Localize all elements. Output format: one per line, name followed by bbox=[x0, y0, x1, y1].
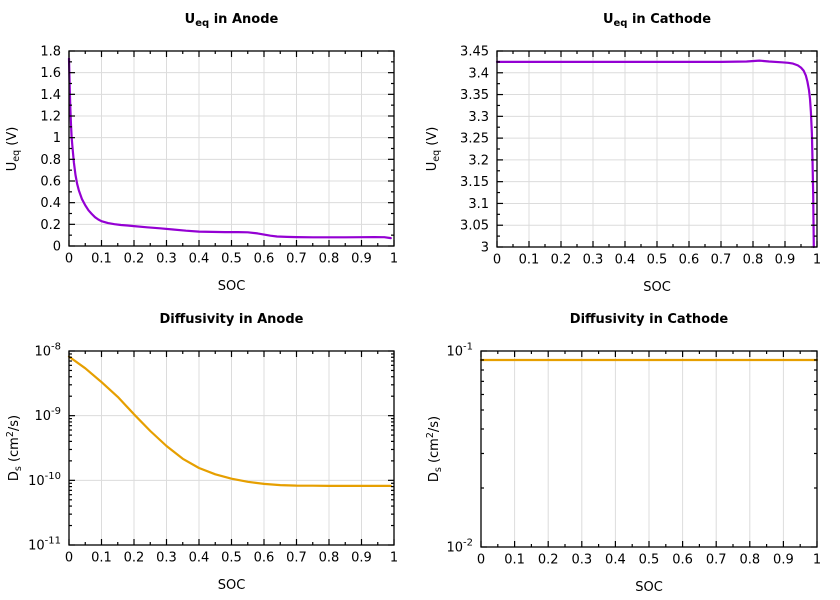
x-axis-label-diffusivity-cathode: SOC bbox=[635, 580, 663, 595]
y-axis-label-ueq-cathode: Ueq (V) bbox=[425, 126, 442, 172]
svg-text:0.5: 0.5 bbox=[639, 553, 660, 568]
svg-text:0.5: 0.5 bbox=[647, 253, 668, 268]
subplot-ueq-anode: 0 0.1 0.2 0.3 0.4 0.5 0.6 0.7 0.8 0.9 1 0 0.2 0.4 0.6 0… bbox=[0, 0, 420, 300]
svg-text:0.3: 0.3 bbox=[571, 553, 592, 568]
svg-text:0.4: 0.4 bbox=[615, 253, 636, 268]
plot-area-diffusivity-anode: 0 0.1 0.2 0.3 0.4 0.5 0.6 0.7 0.8 0.9 1 10-8 10-9 10-… bbox=[28, 342, 398, 566]
svg-text:10-1: 10-1 bbox=[446, 342, 473, 360]
svg-text:0.8: 0.8 bbox=[743, 253, 764, 268]
svg-text:1.4: 1.4 bbox=[40, 88, 61, 103]
chart-title-diffusivity-cathode: Diffusivity in Cathode bbox=[569, 312, 729, 327]
svg-text:0.6: 0.6 bbox=[254, 551, 275, 566]
svg-text:0.8: 0.8 bbox=[739, 553, 760, 568]
svg-text:1: 1 bbox=[390, 551, 398, 566]
svg-text:1.8: 1.8 bbox=[40, 45, 61, 60]
svg-text:0.9: 0.9 bbox=[351, 252, 372, 267]
svg-text:0.6: 0.6 bbox=[672, 553, 693, 568]
svg-text:0.2: 0.2 bbox=[124, 252, 145, 267]
subplot-diffusivity-anode: 0 0.1 0.2 0.3 0.4 0.5 0.6 0.7 0.8 0.9 1 10-8 10-9 10-… bbox=[0, 300, 420, 600]
x-axis-label-diffusivity-anode: SOC bbox=[217, 578, 246, 593]
svg-text:3.45: 3.45 bbox=[460, 45, 489, 60]
svg-text:0.4: 0.4 bbox=[605, 553, 626, 568]
svg-text:0.7: 0.7 bbox=[706, 553, 727, 568]
svg-text:0.3: 0.3 bbox=[583, 253, 604, 268]
svg-text:0.2: 0.2 bbox=[551, 253, 572, 268]
svg-text:0.9: 0.9 bbox=[351, 551, 372, 566]
chart-title-ueq-anode: Ueq in Anode bbox=[184, 12, 279, 29]
svg-text:0.7: 0.7 bbox=[286, 551, 307, 566]
svg-text:0.3: 0.3 bbox=[156, 551, 177, 566]
svg-text:3.25: 3.25 bbox=[460, 132, 489, 147]
svg-text:0.8: 0.8 bbox=[40, 153, 61, 168]
svg-text:1: 1 bbox=[813, 253, 821, 268]
svg-text:0.4: 0.4 bbox=[189, 551, 210, 566]
svg-text:0.1: 0.1 bbox=[504, 553, 525, 568]
svg-text:1: 1 bbox=[813, 553, 821, 568]
svg-text:0: 0 bbox=[477, 553, 485, 568]
svg-text:0.2: 0.2 bbox=[40, 218, 61, 233]
svg-text:1.2: 1.2 bbox=[40, 110, 61, 125]
svg-text:0.9: 0.9 bbox=[773, 553, 794, 568]
svg-text:3.05: 3.05 bbox=[460, 219, 489, 234]
y-axis-label-diffusivity-anode: Ds (cm2/s) bbox=[5, 414, 24, 482]
subplot-ueq-cathode: 0 0.1 0.2 0.3 0.4 0.5 0.6 0.7 0.8 0.9 1 3 3.05 3.1 3.1… bbox=[420, 0, 840, 300]
svg-text:0.7: 0.7 bbox=[711, 253, 732, 268]
y-axis-label-ueq-anode: Ueq (V) bbox=[5, 126, 22, 171]
svg-text:3: 3 bbox=[481, 241, 489, 256]
svg-text:0.1: 0.1 bbox=[91, 252, 112, 267]
svg-text:1: 1 bbox=[53, 131, 61, 146]
svg-text:3.15: 3.15 bbox=[460, 175, 489, 190]
subplot-diffusivity-cathode: 0 0.1 0.2 0.3 0.4 0.5 0.6 0.7 0.8 0.9 1 10-1 10-2 Di… bbox=[420, 300, 840, 600]
svg-text:10-11: 10-11 bbox=[28, 536, 61, 554]
svg-text:3.1: 3.1 bbox=[468, 197, 489, 212]
plot-area-diffusivity-cathode: 0 0.1 0.2 0.3 0.4 0.5 0.6 0.7 0.8 0.9 1 10-1 10-2 bbox=[446, 342, 821, 568]
svg-text:0.5: 0.5 bbox=[221, 551, 242, 566]
svg-text:10-2: 10-2 bbox=[446, 538, 473, 556]
svg-text:10-8: 10-8 bbox=[34, 342, 61, 360]
svg-text:0.1: 0.1 bbox=[91, 551, 112, 566]
svg-text:0.6: 0.6 bbox=[40, 175, 61, 190]
svg-text:0.7: 0.7 bbox=[286, 252, 307, 267]
chart-title-diffusivity-anode: Diffusivity in Anode bbox=[159, 312, 304, 327]
svg-text:1: 1 bbox=[390, 252, 398, 267]
svg-text:0.8: 0.8 bbox=[319, 252, 340, 267]
svg-text:3.2: 3.2 bbox=[468, 153, 489, 168]
svg-text:0.8: 0.8 bbox=[319, 551, 340, 566]
plot-area-ueq-cathode: 0 0.1 0.2 0.3 0.4 0.5 0.6 0.7 0.8 0.9 1 3 3.05 3.1 3.1… bbox=[460, 45, 821, 268]
svg-text:0.2: 0.2 bbox=[124, 551, 145, 566]
svg-text:0: 0 bbox=[53, 240, 61, 255]
svg-text:3.3: 3.3 bbox=[468, 110, 489, 125]
svg-text:0.5: 0.5 bbox=[221, 252, 242, 267]
svg-text:0.3: 0.3 bbox=[156, 252, 177, 267]
svg-text:0.4: 0.4 bbox=[189, 252, 210, 267]
svg-text:0.6: 0.6 bbox=[679, 253, 700, 268]
svg-text:1.6: 1.6 bbox=[40, 66, 61, 81]
svg-text:0.6: 0.6 bbox=[254, 252, 275, 267]
svg-text:3.4: 3.4 bbox=[468, 66, 489, 81]
svg-text:10-10: 10-10 bbox=[28, 471, 61, 489]
svg-text:0: 0 bbox=[493, 253, 501, 268]
svg-text:0: 0 bbox=[65, 252, 73, 267]
x-axis-label-ueq-cathode: SOC bbox=[643, 280, 671, 295]
chart-title-ueq-cathode: Ueq in Cathode bbox=[602, 12, 712, 29]
svg-text:0.1: 0.1 bbox=[519, 253, 540, 268]
x-axis-label-ueq-anode: SOC bbox=[217, 279, 246, 294]
plot-area-ueq-anode: 0 0.1 0.2 0.3 0.4 0.5 0.6 0.7 0.8 0.9 1 0 0.2 0.4 0.6 0… bbox=[40, 45, 398, 267]
svg-text:0.4: 0.4 bbox=[40, 196, 61, 211]
svg-text:3.35: 3.35 bbox=[460, 88, 489, 103]
svg-text:0: 0 bbox=[65, 551, 73, 566]
svg-text:0.9: 0.9 bbox=[775, 253, 796, 268]
svg-text:10-9: 10-9 bbox=[34, 406, 61, 424]
y-axis-label-diffusivity-cathode: Ds (cm2/s) bbox=[425, 415, 444, 483]
svg-text:0.2: 0.2 bbox=[538, 553, 559, 568]
